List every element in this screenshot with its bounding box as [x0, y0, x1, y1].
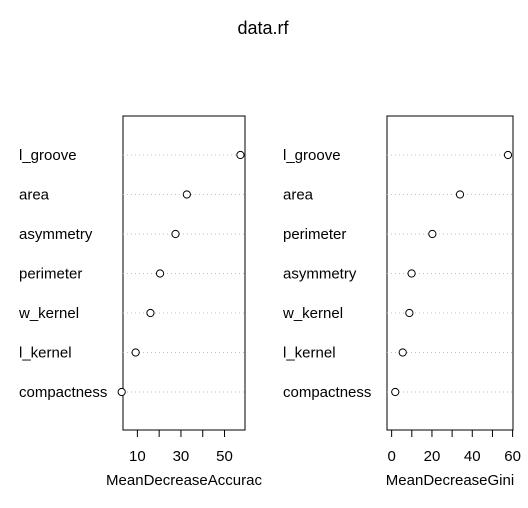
data-point [155, 269, 165, 278]
data-point [236, 150, 245, 160]
x-tick-label: 40 [464, 448, 481, 465]
data-point [146, 308, 155, 318]
data-point [131, 348, 140, 357]
data-point [503, 150, 513, 160]
data-point [455, 190, 465, 199]
x-tick-label: 0 [387, 448, 395, 465]
category-label: area [283, 187, 314, 204]
x-tick-label: 50 [216, 448, 233, 465]
x-axis-label: MeanDecreaseAccurac [106, 472, 262, 489]
plot-title: data.rf [237, 18, 289, 38]
category-label: compactness [19, 384, 107, 401]
category-label: w_kernel [282, 305, 343, 322]
category-label: l_kernel [19, 345, 72, 362]
category-label: asymmetry [283, 266, 357, 283]
x-tick-label: 60 [504, 448, 521, 465]
data-point [405, 308, 414, 318]
data-point [182, 190, 191, 199]
category-label: compactness [283, 384, 371, 401]
category-label: l_groove [19, 147, 77, 164]
x-tick-label: 30 [173, 448, 190, 465]
category-label: w_kernel [18, 305, 79, 322]
category-label: area [19, 187, 50, 204]
data-point [391, 387, 400, 397]
category-label: asymmetry [19, 226, 93, 243]
data-point [398, 348, 407, 357]
data-point [407, 269, 416, 278]
category-label: perimeter [283, 226, 346, 243]
data-point [117, 387, 126, 397]
category-label: l_groove [283, 147, 341, 164]
data-point [171, 229, 180, 239]
data-point [428, 229, 437, 239]
category-label: l_kernel [283, 345, 336, 362]
plot-frame [386, 115, 514, 431]
x-axis-label: MeanDecreaseGini [386, 472, 514, 489]
x-tick-label: 10 [129, 448, 146, 465]
x-tick-label: 20 [424, 448, 441, 465]
category-label: perimeter [19, 266, 82, 283]
